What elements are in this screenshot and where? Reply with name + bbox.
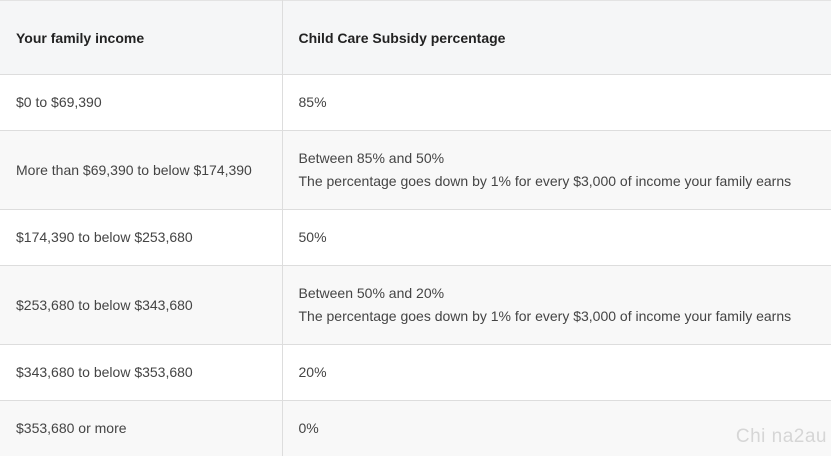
table-row: $0 to $69,390 85%: [0, 74, 831, 131]
percentage-value: 50%: [298, 229, 327, 245]
income-cell: $0 to $69,390: [0, 74, 283, 131]
percentage-value: Between 85% and 50%: [298, 150, 445, 166]
income-cell: More than $69,390 to below $174,390: [0, 130, 283, 210]
table-row: $253,680 to below $343,680 Between 50% a…: [0, 265, 831, 345]
table-row: $353,680 or more 0%: [0, 400, 831, 456]
income-cell: $353,680 or more: [0, 400, 283, 456]
income-cell: $343,680 to below $353,680: [0, 344, 283, 401]
percentage-value: 20%: [298, 364, 327, 380]
table-row: $174,390 to below $253,680 50%: [0, 209, 831, 266]
income-cell: $253,680 to below $343,680: [0, 265, 283, 345]
income-cell: $174,390 to below $253,680: [0, 209, 283, 266]
percentage-cell: Between 85% and 50% The percentage goes …: [282, 130, 831, 210]
table-row: $343,680 to below $353,680 20%: [0, 344, 831, 401]
table-row: More than $69,390 to below $174,390 Betw…: [0, 130, 831, 210]
percentage-value: Between 50% and 20%: [298, 285, 445, 301]
percentage-note: The percentage goes down by 1% for every…: [298, 308, 792, 324]
percentage-cell: 20%: [282, 344, 831, 401]
percentage-value: 85%: [298, 94, 327, 110]
table-header-row: Your family income Child Care Subsidy pe…: [0, 0, 831, 75]
percentage-cell: 0%: [282, 400, 831, 456]
header-family-income: Your family income: [0, 0, 283, 75]
header-subsidy-percentage: Child Care Subsidy percentage: [282, 0, 831, 75]
watermark: Chi na2au: [735, 426, 827, 447]
percentage-cell: Between 50% and 20% The percentage goes …: [282, 265, 831, 345]
percentage-value: 0%: [298, 420, 319, 436]
percentage-note: The percentage goes down by 1% for every…: [298, 173, 792, 189]
percentage-cell: 85%: [282, 74, 831, 131]
percentage-cell: 50%: [282, 209, 831, 266]
